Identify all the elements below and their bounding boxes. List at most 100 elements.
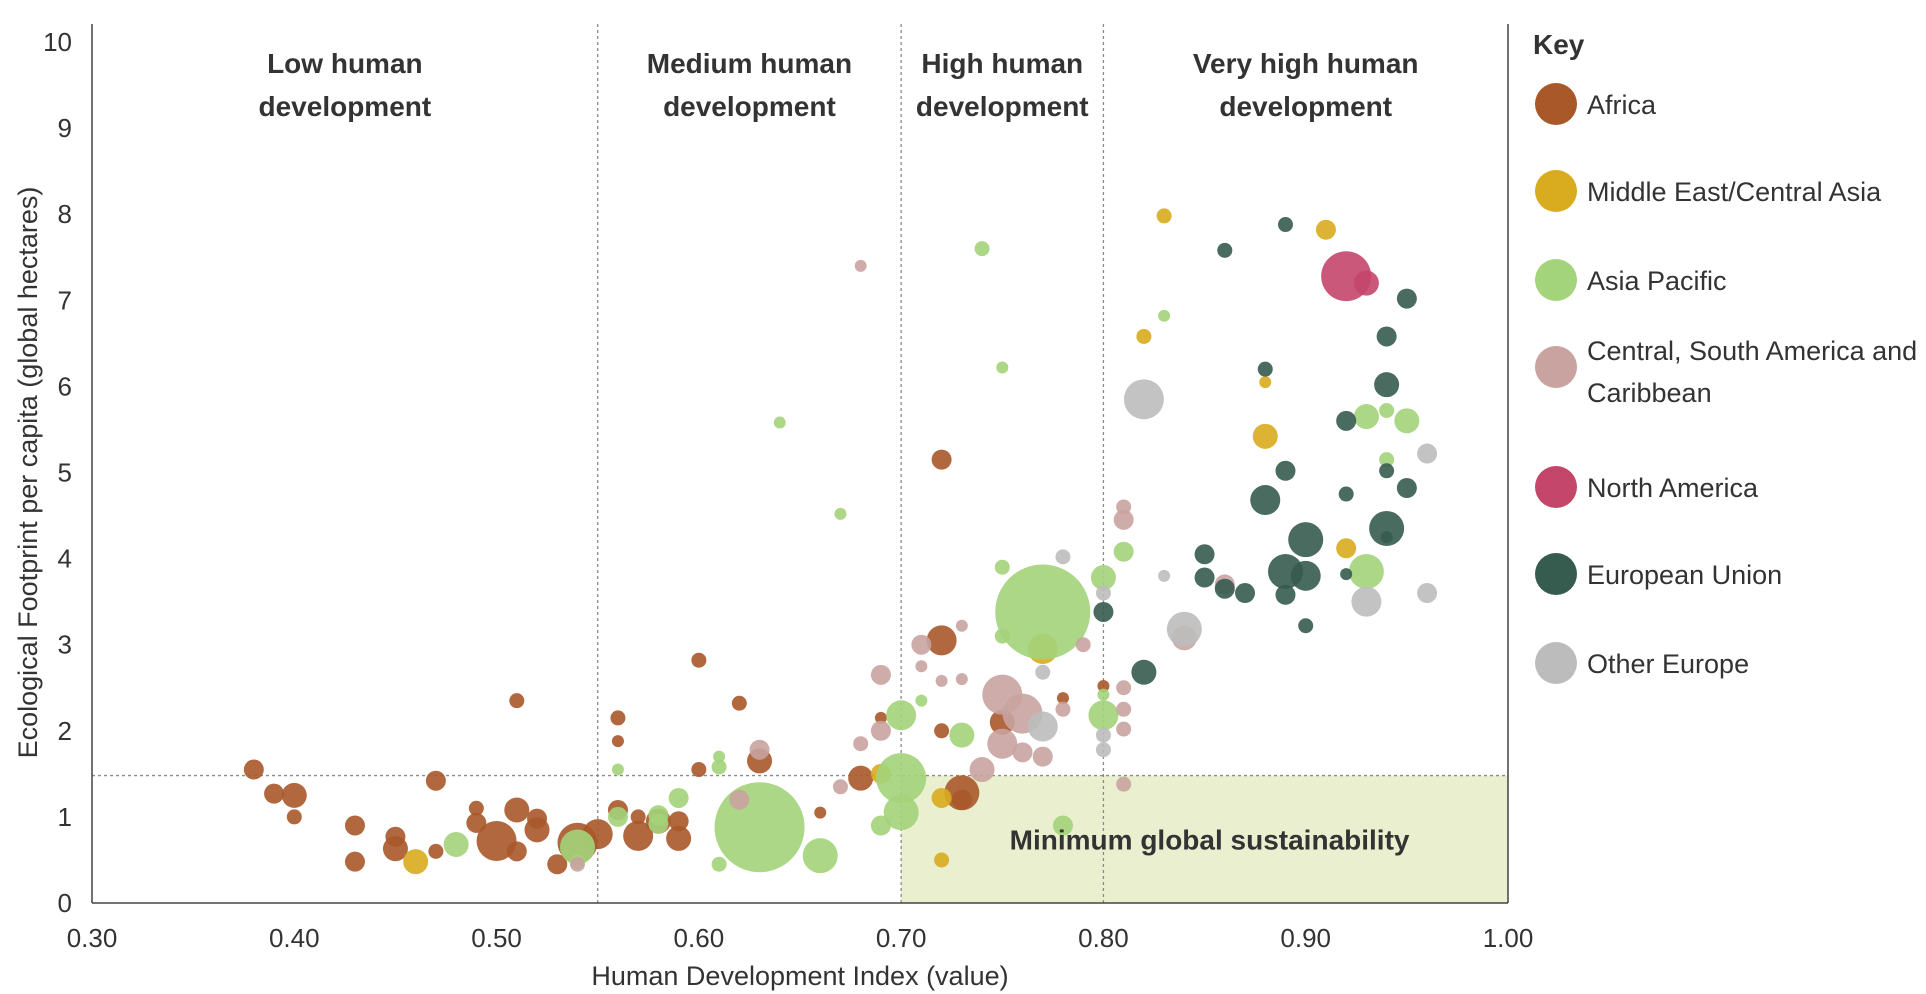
data-point: [666, 825, 692, 851]
data-point: [1012, 742, 1033, 763]
legend-swatch: [1535, 346, 1577, 388]
y-tick-label: 4: [58, 544, 72, 574]
data-point: [569, 856, 585, 872]
sustainability-region: [901, 775, 1508, 903]
legend-label: Asia Pacific: [1587, 266, 1727, 296]
data-point: [994, 559, 1010, 575]
legend-label: Other Europe: [1587, 649, 1749, 679]
development-band-labels: Low human development Medium human developm…: [259, 48, 1419, 122]
x-tick-label: 0.50: [471, 923, 522, 953]
data-point: [1113, 541, 1134, 562]
data-point: [969, 757, 995, 783]
data-point: [1116, 680, 1132, 696]
band-label-line1: Very high human: [1193, 48, 1419, 79]
data-point: [1338, 486, 1354, 502]
data-point: [1379, 452, 1395, 468]
series-north-america: [1321, 251, 1379, 302]
data-point: [344, 851, 365, 872]
data-point: [1032, 746, 1053, 767]
data-point: [1095, 742, 1111, 758]
data-point: [886, 700, 917, 731]
data-point: [286, 809, 302, 825]
data-point: [1394, 408, 1420, 434]
data-point: [915, 660, 928, 673]
data-point: [243, 759, 264, 780]
data-point: [344, 815, 365, 836]
y-tick-label: 10: [43, 27, 72, 57]
data-point: [1035, 664, 1051, 680]
data-point: [987, 728, 1018, 759]
data-point: [1156, 208, 1172, 224]
data-point: [1250, 485, 1281, 516]
data-point: [1055, 549, 1071, 565]
data-point: [607, 806, 628, 827]
data-point: [1158, 569, 1171, 582]
data-point: [874, 711, 887, 724]
data-point: [1351, 586, 1382, 617]
data-point: [1136, 328, 1152, 344]
band-label-line1: Medium human: [647, 48, 852, 79]
y-tick-label: 9: [58, 113, 72, 143]
legend-label-part: Caribbean: [1587, 378, 1712, 408]
data-point: [1095, 727, 1111, 743]
data-point: [1055, 701, 1071, 717]
data-point: [468, 800, 484, 816]
data-point: [1214, 578, 1235, 599]
x-tick-label: 0.30: [67, 923, 118, 953]
x-tick-label: 1.00: [1483, 923, 1534, 953]
data-point: [1131, 659, 1157, 685]
data-point: [1315, 219, 1336, 240]
data-point: [506, 841, 527, 862]
legend: Key Africa Middle East/Central Asia Asia P…: [1533, 29, 1917, 684]
x-axis-title: Human Development Index (value): [591, 961, 1008, 991]
data-point: [1116, 721, 1132, 737]
data-point: [974, 241, 990, 257]
band-label-line1: High human: [921, 48, 1083, 79]
data-point: [428, 843, 444, 859]
data-point: [876, 753, 927, 804]
x-tick-label: 0.60: [674, 923, 725, 953]
data-point: [691, 762, 707, 778]
data-point: [1123, 379, 1164, 420]
legend-swatch: [1535, 83, 1577, 125]
y-tick-label: 3: [58, 630, 72, 660]
data-point: [853, 736, 869, 752]
data-point: [870, 720, 891, 741]
data-point: [547, 854, 568, 875]
sustainability-region-label: Minimum global sustainability: [1010, 824, 1410, 855]
series-other-europe: [1027, 379, 1438, 758]
legend-swatch: [1535, 466, 1577, 508]
data-point: [870, 664, 891, 685]
legend-label: North America: [1587, 473, 1759, 503]
band-label-line1: Low human: [267, 48, 423, 79]
x-tick-label: 0.70: [876, 923, 927, 953]
data-point: [1379, 403, 1395, 419]
data-point: [264, 783, 285, 804]
data-point: [611, 735, 624, 748]
data-point: [1336, 538, 1357, 559]
data-point: [931, 787, 952, 808]
data-point: [559, 829, 595, 865]
series-central-south-america-and-caribbean: [569, 259, 1235, 872]
data-point: [1113, 509, 1134, 530]
data-point: [915, 694, 928, 707]
band-label-line2: development: [663, 91, 836, 122]
data-point: [773, 416, 786, 429]
legend-label: Africa: [1587, 90, 1657, 120]
data-point: [1336, 410, 1357, 431]
data-point: [1097, 680, 1110, 693]
data-point: [1257, 361, 1273, 377]
y-tick-label: 6: [58, 371, 72, 401]
data-point: [1194, 567, 1215, 588]
series-asia-pacific: [443, 241, 1420, 874]
series-european-union: [1093, 217, 1417, 685]
y-tick-label: 0: [58, 888, 72, 918]
data-point: [504, 797, 530, 823]
data-point: [1235, 583, 1256, 604]
data-point: [1090, 565, 1116, 591]
x-tick-label: 0.40: [269, 923, 320, 953]
data-point: [524, 817, 550, 843]
data-point: [1396, 477, 1417, 498]
data-point: [729, 789, 750, 810]
legend-swatch: [1535, 642, 1577, 684]
